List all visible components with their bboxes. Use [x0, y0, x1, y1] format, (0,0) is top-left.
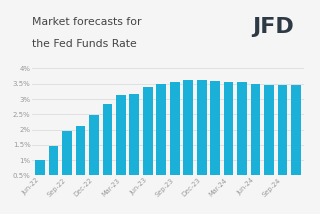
Bar	[156, 84, 166, 191]
Bar	[62, 131, 72, 191]
Bar	[49, 146, 58, 191]
Bar	[278, 85, 287, 191]
Bar	[102, 104, 112, 191]
Bar	[197, 80, 206, 191]
Bar	[143, 87, 153, 191]
Bar	[35, 160, 45, 191]
Text: Market forecasts for: Market forecasts for	[32, 17, 141, 27]
Text: the Fed Funds Rate: the Fed Funds Rate	[32, 39, 137, 49]
Bar	[89, 115, 99, 191]
Bar	[237, 82, 247, 191]
Bar	[116, 95, 126, 191]
Bar	[183, 80, 193, 191]
Bar	[210, 81, 220, 191]
Bar	[264, 85, 274, 191]
Text: JFD: JFD	[253, 17, 294, 37]
Bar	[76, 126, 85, 191]
Bar	[251, 84, 260, 191]
Bar	[130, 94, 139, 191]
Bar	[224, 82, 234, 191]
Bar	[170, 82, 180, 191]
Bar	[291, 85, 301, 191]
